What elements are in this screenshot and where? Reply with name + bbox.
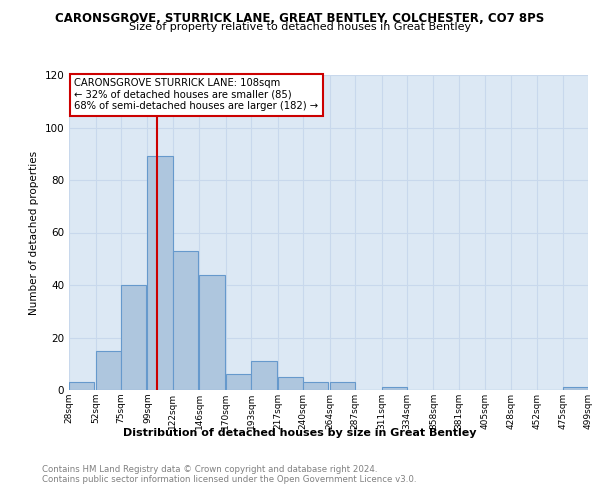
Text: CARONSGROVE, STURRICK LANE, GREAT BENTLEY, COLCHESTER, CO7 8PS: CARONSGROVE, STURRICK LANE, GREAT BENTLE… — [55, 12, 545, 26]
Bar — [226, 374, 251, 390]
Bar — [563, 388, 588, 390]
Text: Size of property relative to detached houses in Great Bentley: Size of property relative to detached ho… — [129, 22, 471, 32]
Y-axis label: Number of detached properties: Number of detached properties — [29, 150, 39, 314]
Bar — [173, 251, 198, 390]
Bar — [95, 350, 121, 390]
Text: CARONSGROVE STURRICK LANE: 108sqm
← 32% of detached houses are smaller (85)
68% : CARONSGROVE STURRICK LANE: 108sqm ← 32% … — [74, 78, 319, 112]
Bar — [382, 388, 407, 390]
Bar — [251, 361, 277, 390]
Text: Distribution of detached houses by size in Great Bentley: Distribution of detached houses by size … — [123, 428, 477, 438]
Bar — [303, 382, 329, 390]
Text: Contains HM Land Registry data © Crown copyright and database right 2024.: Contains HM Land Registry data © Crown c… — [42, 465, 377, 474]
Bar — [69, 382, 94, 390]
Bar — [278, 377, 303, 390]
Text: Contains public sector information licensed under the Open Government Licence v3: Contains public sector information licen… — [42, 475, 416, 484]
Bar — [148, 156, 173, 390]
Bar — [329, 382, 355, 390]
Bar — [121, 285, 146, 390]
Bar — [199, 274, 224, 390]
